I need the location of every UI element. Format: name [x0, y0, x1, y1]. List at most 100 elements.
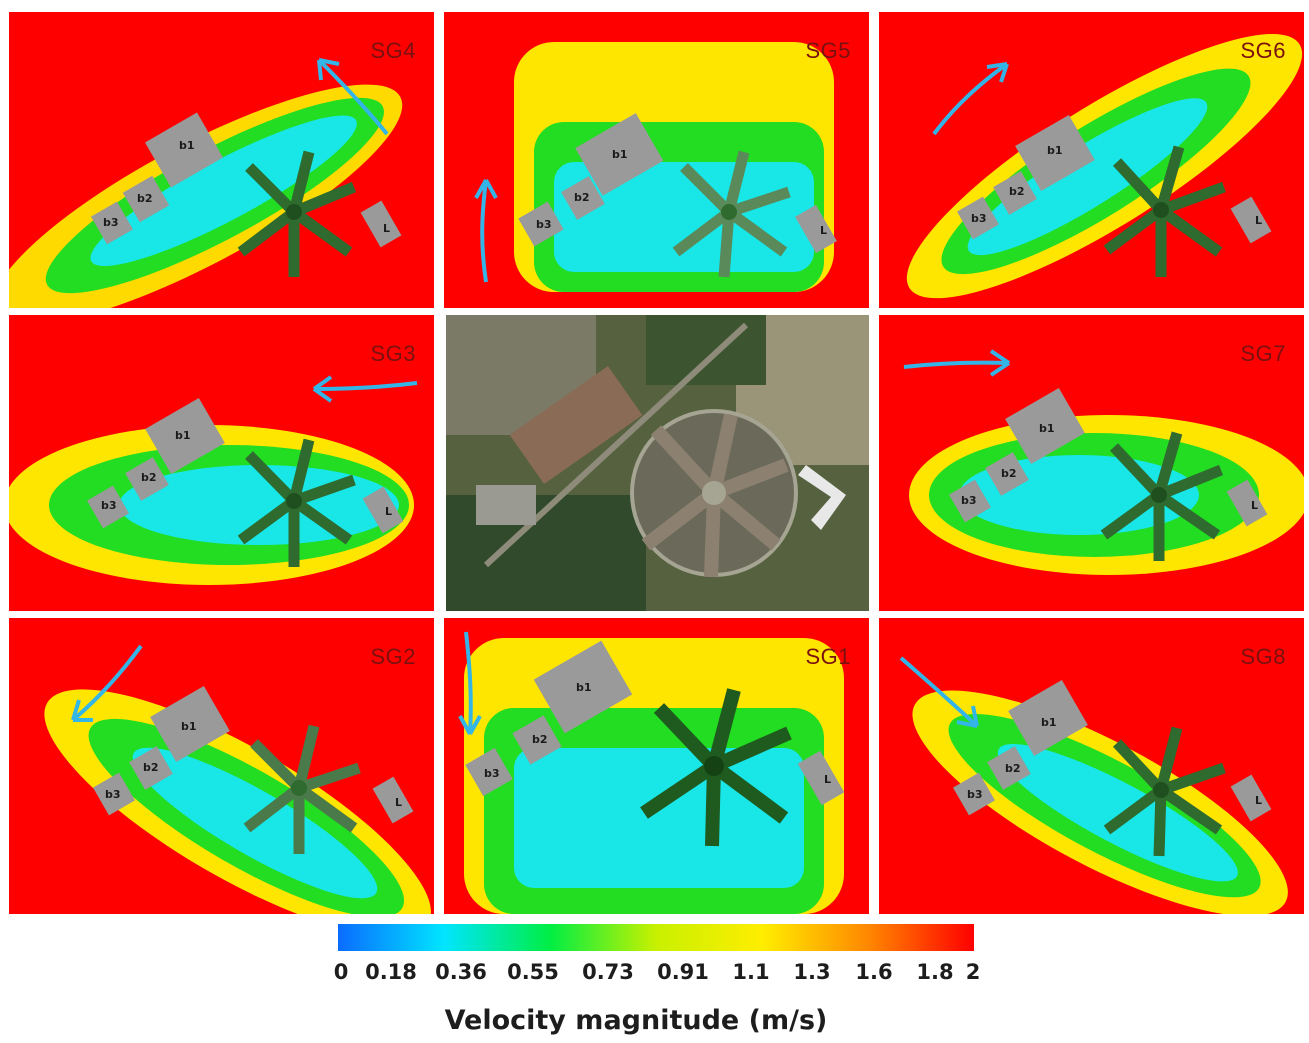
- flow-field-sg5: b1 b2 b3 L: [474, 42, 837, 292]
- label-L: L: [395, 796, 402, 809]
- panel-label: SG8: [1240, 644, 1286, 669]
- label-b2: b2: [1009, 185, 1025, 198]
- wind-arrow-down-right: [899, 656, 979, 728]
- colorbar-tick: 2: [965, 960, 981, 984]
- label-L: L: [383, 222, 390, 235]
- building-b1: b1: [1015, 114, 1095, 192]
- label-b1: b1: [181, 720, 197, 733]
- label-b2: b2: [143, 761, 159, 774]
- label-b2: b2: [1005, 762, 1021, 775]
- building-b1: b1: [575, 113, 664, 196]
- building-b3: b3: [949, 479, 991, 523]
- building-b2: b2: [122, 175, 170, 223]
- flow-field-sg2: b1 b2 b3 L: [44, 644, 431, 914]
- colorbar-tick: 0: [333, 960, 349, 984]
- label-L: L: [1255, 794, 1262, 807]
- building-b2: b2: [993, 171, 1037, 215]
- building-b3: b3: [465, 747, 513, 797]
- aerial-photo: [446, 315, 869, 611]
- building-b1: b1: [145, 112, 223, 188]
- radial-barn: [672, 150, 791, 278]
- building-L: L: [795, 204, 837, 254]
- wind-arrow-left: [313, 381, 418, 391]
- building-b1: b1: [145, 397, 225, 475]
- colorbar-tick: 1.6: [855, 960, 893, 984]
- panel-sg2: b1 b2 b3 L SG2: [9, 618, 434, 914]
- radial-barn: [237, 150, 357, 277]
- building-L: L: [372, 776, 414, 824]
- panel-label: SG4: [370, 38, 416, 63]
- panel-label: SG3: [370, 341, 416, 366]
- label-b1: b1: [1047, 144, 1063, 157]
- panel-label: SG1: [805, 644, 851, 669]
- colorbar-tick: 0.55: [507, 960, 559, 984]
- label-b2: b2: [141, 471, 157, 484]
- building-b2: b2: [512, 715, 562, 765]
- label-b1: b1: [179, 139, 195, 152]
- wind-arrow-down: [464, 631, 473, 735]
- label-b2: b2: [532, 733, 548, 746]
- colorbar-tick: 1.8: [916, 960, 954, 984]
- wind-arrow-up: [480, 179, 488, 283]
- flow-field-sg7: b1 b2 b3 L: [903, 349, 1304, 575]
- label-b1: b1: [175, 429, 191, 442]
- building-L: L: [1226, 479, 1268, 527]
- wind-arrow-up-left: [317, 58, 389, 136]
- panel-sg4: b1 b2 b3 L SG4: [9, 12, 434, 308]
- radial-barn: [1100, 431, 1224, 561]
- building-b1: b1: [1005, 387, 1085, 465]
- label-b2: b2: [1001, 467, 1017, 480]
- colorbar-tick: 0.36: [435, 960, 487, 984]
- label-L: L: [820, 224, 827, 237]
- building-L: L: [362, 486, 404, 534]
- colorbar-tick: 1.3: [793, 960, 831, 984]
- building-L: L: [1230, 196, 1272, 244]
- building-b2: b2: [129, 746, 173, 790]
- radial-barn: [237, 438, 356, 567]
- label-b3: b3: [967, 788, 983, 801]
- building-b1: b1: [1008, 679, 1088, 757]
- colorbar-label: Velocity magnitude (m/s): [444, 1005, 828, 1036]
- flow-field-sg1: b1 b2 b3 L: [458, 631, 845, 914]
- building-b2: b2: [987, 746, 1031, 790]
- label-b1: b1: [576, 681, 592, 694]
- colorbar-tick: 1.1: [732, 960, 770, 984]
- flow-field-sg3: b1 b2 b3 L: [9, 375, 418, 585]
- label-b3: b3: [103, 216, 119, 229]
- panel-sg8: b1 b2 b3 L SG8: [879, 618, 1304, 914]
- colorbar-tick: 0.91: [657, 960, 709, 984]
- radial-barn: [1103, 726, 1226, 857]
- label-L: L: [1251, 499, 1258, 512]
- colorbar-tick: 0.73: [582, 960, 634, 984]
- label-L: L: [385, 505, 392, 518]
- building-b3: b3: [93, 772, 135, 816]
- panel-sg1: b1 b2 b3 L SG1: [444, 618, 869, 914]
- label-b1: b1: [1039, 422, 1055, 435]
- flow-field-sg6: b1 b2 b3 L: [906, 34, 1303, 299]
- flow-field-sg8: b1 b2 b3 L: [899, 656, 1288, 914]
- panel-label: SG7: [1240, 341, 1286, 366]
- wind-arrow-down-left: [71, 644, 143, 722]
- aerial-photo-image: [446, 315, 869, 611]
- radial-barn: [640, 688, 792, 847]
- colorbar-tick: 0.18: [365, 960, 417, 984]
- wind-arrow-up-right: [932, 62, 1009, 136]
- label-L: L: [1255, 214, 1262, 227]
- building-L: L: [360, 200, 402, 248]
- building-b3: b3: [953, 772, 995, 816]
- radial-barn: [243, 724, 361, 854]
- label-b3: b3: [101, 499, 117, 512]
- label-b3: b3: [484, 767, 500, 780]
- panel-label: SG5: [805, 38, 851, 63]
- building-b3: b3: [91, 201, 133, 245]
- panel-sg7: b1 b2 b3 L SG7: [879, 315, 1304, 611]
- colorbar: [338, 924, 974, 951]
- label-L: L: [824, 773, 831, 786]
- building-L: L: [797, 750, 845, 806]
- label-b1: b1: [612, 148, 628, 161]
- label-b3: b3: [536, 218, 552, 231]
- building-b2: b2: [125, 457, 169, 501]
- building-b3: b3: [957, 196, 999, 240]
- panel-sg6: b1 b2 b3 L SG6: [879, 12, 1304, 308]
- label-b3: b3: [971, 212, 987, 225]
